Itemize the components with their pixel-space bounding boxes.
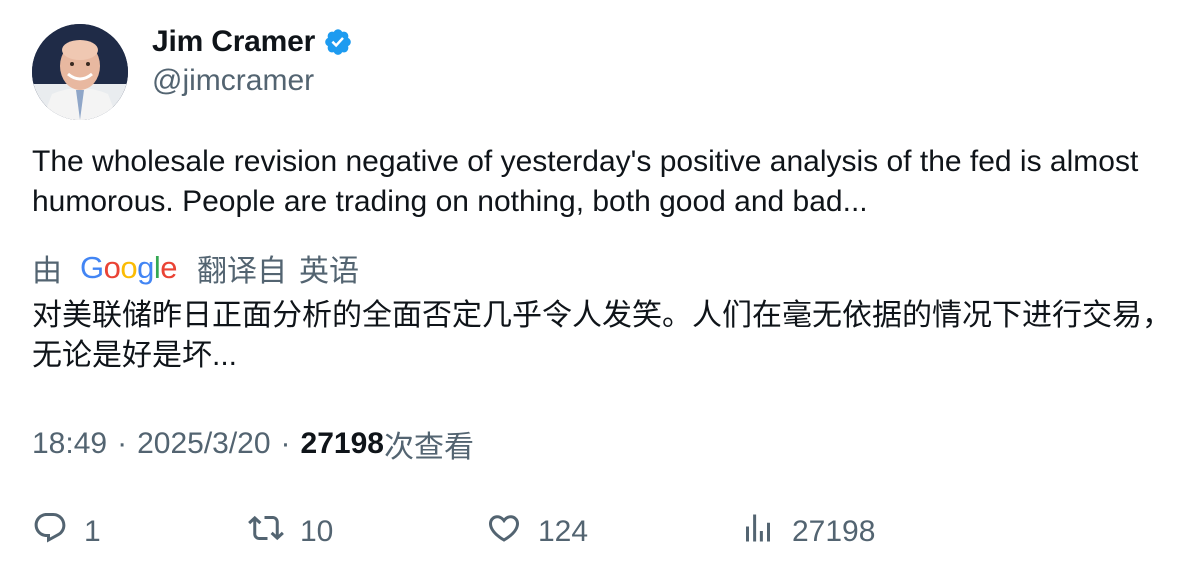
author-name[interactable]: Jim Cramer (152, 25, 316, 58)
retweet-count: 10 (300, 515, 334, 548)
reply-icon (32, 510, 68, 554)
retweet-icon (248, 510, 284, 554)
views-action-count: 27198 (792, 515, 876, 548)
views-label: 次查看 (383, 431, 474, 464)
views-count: 27198 (300, 427, 384, 460)
reply-count: 1 (84, 515, 101, 548)
author-block: Jim Cramer @jimcramer (152, 22, 353, 98)
author-handle[interactable]: @jimcramer (152, 64, 315, 97)
retweet-button[interactable]: 10 (248, 508, 333, 556)
bar-chart-icon (740, 510, 776, 554)
verified-badge-icon[interactable] (323, 27, 353, 57)
translated-by-label: 由 (32, 255, 62, 288)
translation-attribution: 由 Google 翻译自 英语 (32, 248, 359, 288)
tweet-text: The wholesale revision negative of yeste… (32, 145, 1139, 218)
translated-text: 对美联储昨日正面分析的全面否定几乎令人发笑。人们在毫无依据的情况下进行交易，无论… (32, 299, 1172, 372)
like-button[interactable]: 124 (486, 508, 588, 556)
heart-icon (486, 510, 522, 554)
tweet-time[interactable]: 18:49 (32, 427, 108, 460)
reply-button[interactable]: 1 (32, 508, 101, 556)
like-count: 124 (538, 515, 589, 548)
source-language: 英语 (299, 255, 360, 288)
tweet-meta: 18:49 · 2025/3/20 · 27198 次查看 (32, 424, 474, 464)
tweet-date[interactable]: 2025/3/20 (137, 427, 271, 460)
avatar[interactable] (32, 24, 128, 120)
translated-from-label: 翻译自 (197, 255, 288, 288)
views-button[interactable]: 27198 (740, 508, 875, 556)
meta-separator: · (280, 427, 291, 460)
meta-separator: · (117, 427, 128, 460)
action-bar: 1 10 124 27198 (32, 508, 1172, 556)
google-logo: Google (80, 250, 178, 285)
